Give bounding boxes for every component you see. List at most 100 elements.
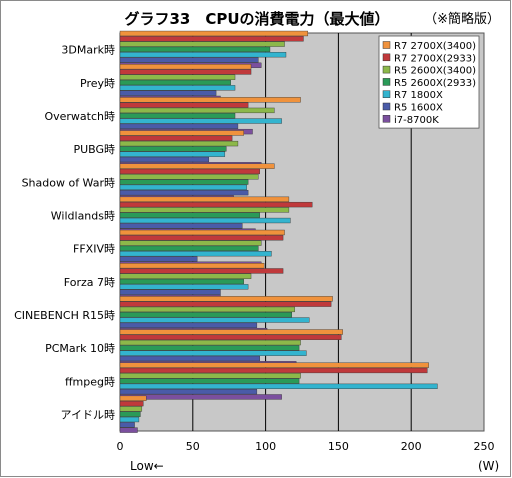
bar [119, 251, 272, 257]
legend-label: R5 1600X [394, 103, 443, 114]
bar [119, 268, 284, 274]
bar [119, 355, 260, 362]
legend-label: R7 2700X(2933) [394, 53, 476, 64]
legend-label: R5 2600X(3400) [394, 66, 476, 77]
bar [119, 168, 260, 175]
category-label: CINEBENCH R15時 [14, 309, 115, 322]
bar [119, 296, 333, 302]
x-tick-label: 50 [186, 440, 200, 453]
bar [119, 69, 252, 75]
category-label: Prey時 [80, 77, 115, 90]
bar [119, 179, 249, 185]
legend: R7 2700X(3400)R7 2700X(2933) R5 2600X(340… [378, 35, 480, 129]
bar [119, 362, 429, 368]
bar [119, 123, 239, 129]
bar [119, 184, 247, 190]
bar [119, 312, 293, 318]
bar [119, 217, 291, 224]
x-tick-label: 150 [328, 440, 349, 453]
bar [119, 52, 287, 58]
bar [119, 196, 290, 202]
bar [119, 163, 275, 169]
bar [119, 422, 135, 428]
bar [119, 235, 284, 241]
bar [119, 46, 271, 53]
legend-swatch [382, 41, 391, 49]
legend-swatch [382, 53, 391, 62]
bar [119, 411, 141, 417]
legend-swatch [382, 115, 391, 123]
bar [119, 97, 301, 103]
legend-swatch [382, 90, 391, 98]
bar [119, 245, 259, 252]
bar [119, 273, 252, 279]
legend-swatch [382, 78, 391, 86]
category-label: ffmpeg時 [65, 375, 115, 388]
legend-label: R7 1800X [394, 90, 443, 101]
bar [119, 41, 285, 47]
legend-label: R7 2700X(3400) [394, 41, 476, 52]
bar [119, 383, 438, 389]
bar [119, 345, 300, 351]
legend-box [378, 35, 480, 129]
category-label: Wildlands時 [51, 209, 115, 222]
bar [119, 223, 243, 229]
bar [119, 63, 252, 70]
bar [119, 322, 258, 328]
bar [119, 207, 290, 213]
bar [119, 102, 249, 108]
category-label: Overwatch時 [44, 110, 115, 123]
bar [119, 146, 227, 152]
bar [119, 389, 258, 395]
bar [119, 317, 310, 323]
legend-label: i7-8700K [394, 115, 439, 126]
category-label: 3DMark時 [61, 44, 115, 57]
bar [119, 118, 282, 124]
bar [119, 30, 309, 37]
bar [119, 256, 198, 262]
x-tick-label: 100 [255, 440, 276, 453]
bar [119, 378, 300, 384]
category-label: アイドル時 [61, 408, 115, 421]
chart-note: （※簡略版） [424, 12, 500, 27]
category-label: PCMark 10時 [45, 342, 115, 355]
category-label: Shadow of War時 [22, 176, 115, 189]
category-label: PUBG時 [73, 143, 115, 156]
bar [119, 373, 301, 379]
category-label: Forza 7時 [64, 276, 115, 289]
bar [119, 189, 249, 196]
bar [119, 263, 265, 269]
bar [119, 339, 301, 346]
bar [119, 400, 144, 407]
bar [119, 113, 236, 119]
legend-swatch [382, 65, 391, 74]
x-unit-label: (W) [478, 459, 499, 473]
bar [119, 350, 307, 356]
bar [119, 151, 226, 157]
bar [119, 74, 236, 80]
category-label: FFXIV時 [73, 243, 115, 256]
bar [119, 406, 143, 412]
bar [119, 329, 343, 335]
legend-swatch [382, 102, 391, 111]
bar [119, 57, 259, 63]
bar [119, 212, 260, 218]
bar [119, 90, 217, 96]
bar [119, 140, 239, 147]
bar [119, 395, 147, 401]
bar [119, 174, 259, 180]
bar [119, 306, 295, 313]
bar [119, 240, 262, 246]
bar [119, 156, 210, 163]
bar [119, 278, 244, 285]
chart-title: グラフ33 CPUの消費電力（最大値） [124, 10, 390, 28]
bar [119, 301, 332, 307]
bar [119, 130, 244, 136]
x-tick-label: 200 [401, 440, 422, 453]
bar [119, 334, 342, 340]
bar [119, 85, 236, 91]
x-tick-label: 250 [474, 440, 495, 453]
bar [119, 36, 304, 42]
bar [119, 107, 275, 114]
